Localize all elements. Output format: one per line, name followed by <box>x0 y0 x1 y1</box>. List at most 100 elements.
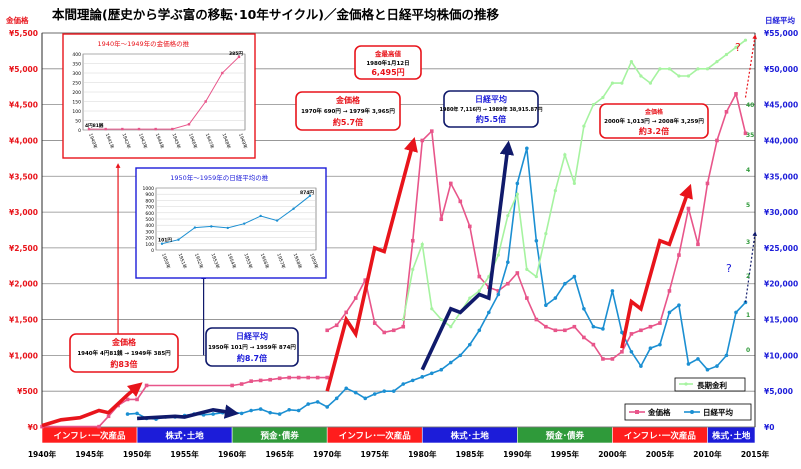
inset-line <box>89 56 240 130</box>
inset-ytick: 250 <box>72 81 81 87</box>
nikkei1980-box <box>443 90 539 128</box>
inset-ytick: 800 <box>145 198 154 204</box>
trend-arrow <box>620 183 693 349</box>
right-tick-label: ¥20,000 <box>764 280 798 289</box>
nikkei-point <box>572 274 577 279</box>
gold-point <box>582 335 586 340</box>
inset-point <box>308 194 312 198</box>
inset-line <box>161 195 311 245</box>
gold-early-point <box>315 375 320 380</box>
nikkei-point <box>563 281 567 286</box>
x-tick-label: 2005年 <box>646 449 675 459</box>
plot-frame <box>41 32 756 428</box>
nikkei-point <box>239 411 244 416</box>
nikkei1950-text: 1950年 101円 → 1959年 874円 <box>208 343 296 351</box>
legend-rate-box <box>674 377 746 392</box>
rate-point <box>430 307 434 311</box>
inset-start-label: 4円81銭 <box>85 122 104 129</box>
rate-point <box>544 231 548 236</box>
gold-point <box>515 271 520 275</box>
gold-early-point <box>125 397 130 402</box>
gold-point <box>420 138 425 143</box>
nikkei-point <box>677 303 681 308</box>
nikkei-point <box>391 389 396 393</box>
right-tick-label: ¥25,000 <box>764 244 798 253</box>
x-tick-label: 1965年 <box>265 449 294 459</box>
nikkei-point <box>410 378 415 383</box>
chart-title: 本間理論(歴史から学ぶ富の移転･10年サイクル)／金価格と日経平均株価の推移 <box>52 7 499 22</box>
rate-point <box>563 153 567 157</box>
inset-point <box>137 127 141 131</box>
gold-point <box>724 110 729 114</box>
inset-point <box>177 238 180 241</box>
inset-end-label: 874円 <box>300 189 314 196</box>
gold-early-point <box>277 376 282 381</box>
inset-title: 1950年～1959年の日経平均の推 <box>170 173 269 182</box>
inset-point <box>237 55 241 59</box>
gold-point <box>658 321 662 325</box>
x-tick-label: 2010年 <box>693 449 722 459</box>
nikkei-point <box>639 364 643 368</box>
nikkei-point <box>648 346 653 351</box>
nikkei-point <box>353 390 358 395</box>
gold-peak-box <box>354 45 422 80</box>
left-tick-label: ¥4,000 <box>9 136 38 145</box>
nikkei-point <box>629 349 634 354</box>
right-tick-label: ¥10,000 <box>764 351 798 360</box>
gold-point <box>468 224 472 229</box>
gold-point <box>410 238 415 243</box>
rate-point <box>677 74 681 78</box>
gold2000-text: 約3.2倍 <box>639 126 669 136</box>
nikkei-point <box>344 386 349 391</box>
nikkei-point <box>724 353 729 358</box>
nikkei-point <box>249 408 253 413</box>
rate-point <box>506 214 510 218</box>
left-tick-label: ¥2,000 <box>9 280 38 289</box>
gold-point <box>715 138 719 143</box>
gold-early-point <box>296 375 301 380</box>
nikkei-point <box>705 367 710 372</box>
rate-point <box>610 81 615 85</box>
era-label: インフレ･一次産品 <box>339 431 411 442</box>
inset-ytick: 150 <box>72 100 81 106</box>
right-tick-label: ¥55,000 <box>764 29 798 38</box>
rate-point <box>658 67 662 71</box>
gold-point <box>353 296 358 300</box>
rate-point <box>534 274 538 279</box>
inset-title: 1940年～1949年の金価格の推 <box>98 39 190 48</box>
inset-frame <box>62 33 256 159</box>
rate-point <box>734 45 738 49</box>
left-axis-label: 金価格 <box>5 15 29 25</box>
inset-ytick: 300 <box>72 71 81 77</box>
inset-end-label: 385円 <box>229 50 243 57</box>
left-tick-label: ¥5,500 <box>9 29 38 38</box>
right-tick-label: ¥30,000 <box>764 208 798 217</box>
rate-scale-label: 1 <box>746 312 750 319</box>
gold-point <box>667 289 672 293</box>
inset-ytick: 600 <box>145 211 154 217</box>
nikkei-point <box>544 303 548 308</box>
x-tick-label: 1990年 <box>503 449 532 459</box>
inset-start-label: 101円 <box>158 237 172 244</box>
nikkei-point <box>211 412 215 416</box>
nikkei-point <box>591 324 596 329</box>
x-tick-label: 1985年 <box>456 449 485 459</box>
nikkei-point <box>135 411 139 416</box>
nikkei-point <box>696 357 700 361</box>
left-tick-label: ¥5,000 <box>9 65 38 74</box>
left-tick-label: ¥2,500 <box>9 244 38 253</box>
x-tick-label: 2015年 <box>741 449 770 459</box>
x-tick-label: 1970年 <box>313 449 342 459</box>
x-tick-label: 1955年 <box>170 449 199 459</box>
nikkei-projection <box>744 231 758 303</box>
gold-early-point <box>258 378 263 383</box>
x-tick-label: 1945年 <box>75 449 104 459</box>
era-label: 株式･土地 <box>165 431 204 442</box>
nikkei-point <box>515 181 520 186</box>
era-label: インフレ･一次産品 <box>54 431 126 442</box>
rate-point <box>686 74 691 78</box>
rate-point <box>468 296 472 300</box>
left-tick-label: ¥3,000 <box>9 208 38 217</box>
